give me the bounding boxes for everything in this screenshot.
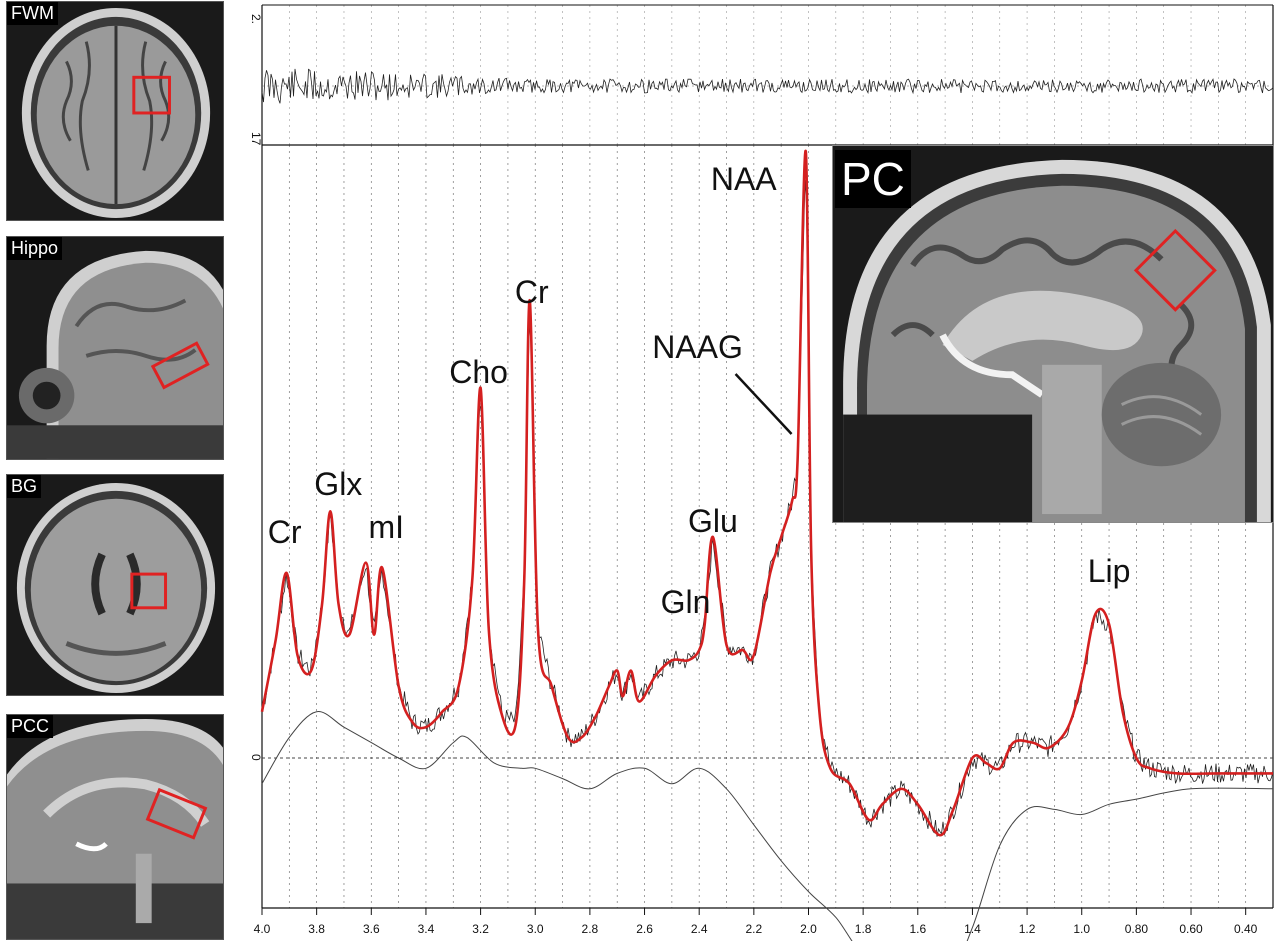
tick-label: 3.4 (418, 922, 435, 936)
tick-label: 2.4 (691, 922, 708, 936)
tick-label: 0.80 (1125, 922, 1149, 936)
peak-label-mi: mI (368, 509, 404, 545)
residual-axis-label-top: 2. (249, 14, 263, 24)
mri-panel-fwm: FWM (6, 1, 224, 221)
baseline-line (261, 711, 1274, 941)
tick-label: 2.2 (745, 922, 762, 936)
residual-line (261, 68, 1274, 104)
x-axis-ticks: 4.0 3.8 3.6 3.4 3.2 3.0 2.8 2.6 2.4 2.2 2.0 1.8 1.6 1… (254, 908, 1258, 936)
tick-label: 3.0 (527, 922, 544, 936)
sagittal-brain-image (843, 159, 1271, 522)
panel-label: PCC (7, 715, 54, 738)
residual-trace (261, 68, 1274, 104)
voxel-marker (150, 341, 210, 390)
tick-label: 0.60 (1179, 922, 1203, 936)
sagittal-brain-image (7, 250, 223, 459)
peak-label-naag: NAAG (652, 329, 743, 365)
spectrum-series (260, 150, 1274, 941)
peak-label-cr: Cr (515, 274, 549, 310)
tick-label: 0.40 (1234, 922, 1258, 936)
tick-label: 2.0 (800, 922, 817, 936)
voxel-marker (132, 75, 171, 115)
voxel-marker (1133, 228, 1217, 312)
residual-axis-label-bottom: 17 (249, 132, 263, 146)
tick-label: 1.4 (964, 922, 981, 936)
voxel-marker (145, 787, 208, 840)
mri-inset-pc: PC (832, 145, 1274, 523)
peak-label-cho: Cho (449, 354, 508, 390)
peak-label-lip: Lip (1088, 553, 1131, 589)
tick-label: 1.2 (1019, 922, 1036, 936)
mri-panel-bg: BG (6, 474, 224, 696)
mri-panel-hippo: Hippo (6, 236, 224, 460)
tick-label: 2.6 (636, 922, 653, 936)
panel-label: Hippo (7, 237, 63, 260)
peak-label-gln: Gln (661, 584, 711, 620)
mri-panel-pcc: PCC (6, 714, 224, 940)
tick-label: 4.0 (254, 922, 271, 936)
voxel-marker (130, 572, 168, 610)
axial-brain-image (16, 482, 216, 693)
panel-label: FWM (7, 2, 58, 25)
tick-label: 1.8 (855, 922, 872, 936)
zero-axis-label: 0 (249, 754, 263, 761)
panel-label: BG (7, 475, 42, 498)
axial-brain-image (21, 7, 211, 219)
tick-label: 3.6 (363, 922, 380, 936)
peak-label-naa: NAA (711, 161, 777, 197)
tick-label: 3.8 (308, 922, 325, 936)
naag-pointer-line (734, 373, 793, 435)
inset-label: PC (835, 150, 911, 208)
peak-label-glu: Glu (688, 503, 738, 539)
fit-line (260, 150, 1273, 837)
tick-label: 1.6 (909, 922, 926, 936)
peak-label-glx: Glx (314, 466, 362, 502)
peak-label-cr: Cr (268, 514, 302, 550)
tick-label: 1.0 (1073, 922, 1090, 936)
observed-spectrum-line (261, 179, 1274, 837)
sagittal-brain-image (7, 719, 223, 939)
tick-label: 3.2 (472, 922, 489, 936)
tick-label: 2.8 (582, 922, 599, 936)
